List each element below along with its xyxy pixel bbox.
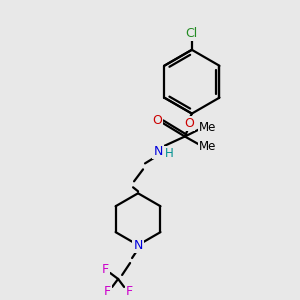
Text: N: N (134, 238, 143, 252)
Text: Cl: Cl (186, 27, 198, 40)
Text: F: F (103, 285, 111, 298)
Text: O: O (152, 114, 162, 127)
Text: Me: Me (199, 140, 217, 153)
Text: H: H (165, 147, 173, 160)
Text: Me: Me (199, 121, 217, 134)
Text: F: F (125, 285, 133, 298)
Text: F: F (102, 262, 109, 275)
Text: N: N (153, 145, 163, 158)
Text: O: O (184, 117, 194, 130)
